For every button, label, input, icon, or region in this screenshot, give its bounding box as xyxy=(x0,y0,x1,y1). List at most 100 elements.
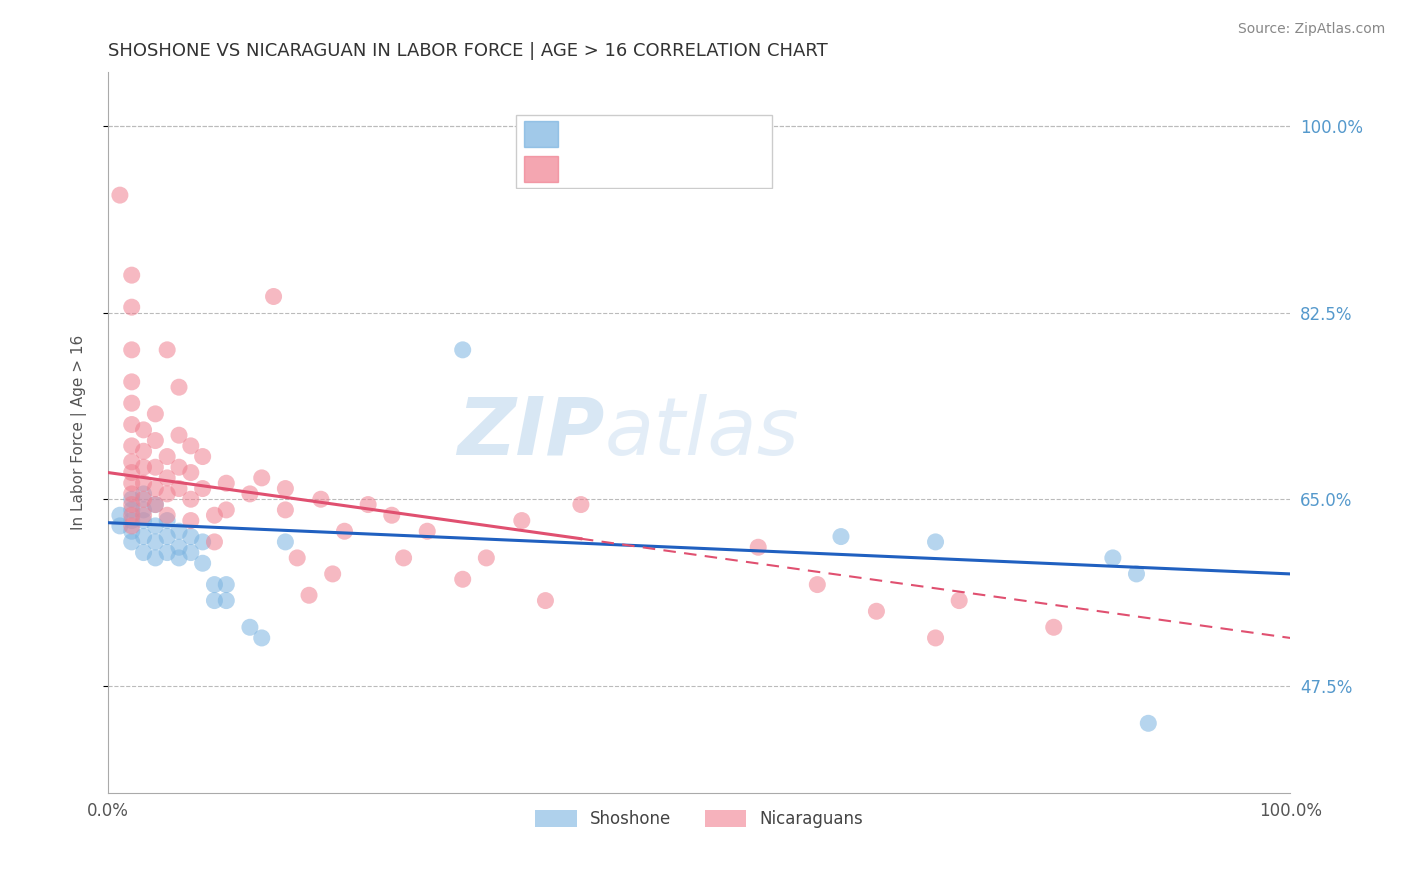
Y-axis label: In Labor Force | Age > 16: In Labor Force | Age > 16 xyxy=(72,334,87,530)
Point xyxy=(865,604,887,618)
FancyBboxPatch shape xyxy=(516,115,772,188)
Point xyxy=(239,487,262,501)
Point xyxy=(132,460,155,475)
Point xyxy=(298,588,321,602)
Point xyxy=(180,466,202,480)
Point xyxy=(180,514,202,528)
Point xyxy=(132,492,155,507)
Point xyxy=(121,514,143,528)
Point xyxy=(121,498,143,512)
Text: atlas: atlas xyxy=(605,393,799,472)
Point xyxy=(121,300,143,314)
Point xyxy=(1137,716,1160,731)
Point xyxy=(274,535,297,549)
Legend: Shoshone, Nicaraguans: Shoshone, Nicaraguans xyxy=(529,803,870,835)
Point xyxy=(121,466,143,480)
Point xyxy=(121,503,143,517)
Point xyxy=(1101,550,1123,565)
Point xyxy=(215,503,238,517)
Point xyxy=(569,498,592,512)
Point xyxy=(180,545,202,559)
Point xyxy=(167,428,190,442)
Text: N = 71: N = 71 xyxy=(683,160,751,178)
Point xyxy=(180,530,202,544)
Point xyxy=(121,268,143,282)
Text: R = -0.092: R = -0.092 xyxy=(568,125,673,144)
Point xyxy=(924,631,946,645)
Point xyxy=(274,482,297,496)
Point xyxy=(156,471,179,485)
Point xyxy=(309,492,332,507)
Point xyxy=(167,460,190,475)
Point xyxy=(143,519,166,533)
Point xyxy=(132,508,155,523)
Point xyxy=(806,577,828,591)
Point xyxy=(143,550,166,565)
Point xyxy=(250,471,273,485)
Point xyxy=(948,593,970,607)
Point xyxy=(830,530,852,544)
Point xyxy=(204,593,226,607)
Point xyxy=(143,498,166,512)
Point xyxy=(132,514,155,528)
Point xyxy=(250,631,273,645)
Point xyxy=(156,545,179,559)
Text: ZIP: ZIP xyxy=(457,393,605,472)
Text: SHOSHONE VS NICARAGUAN IN LABOR FORCE | AGE > 16 CORRELATION CHART: SHOSHONE VS NICARAGUAN IN LABOR FORCE | … xyxy=(108,42,828,60)
Point xyxy=(167,380,190,394)
Point xyxy=(108,519,131,533)
Point xyxy=(167,541,190,555)
Text: Source: ZipAtlas.com: Source: ZipAtlas.com xyxy=(1237,22,1385,37)
Point xyxy=(534,593,557,607)
Point xyxy=(132,487,155,501)
Point xyxy=(121,375,143,389)
Point xyxy=(108,188,131,202)
Point xyxy=(167,524,190,539)
Point xyxy=(215,476,238,491)
Point xyxy=(121,476,143,491)
Text: N = 39: N = 39 xyxy=(683,125,751,144)
Point xyxy=(204,508,226,523)
Point xyxy=(121,492,143,507)
Point xyxy=(263,289,285,303)
Point xyxy=(143,498,166,512)
Point xyxy=(132,444,155,458)
Point xyxy=(121,455,143,469)
Point xyxy=(132,545,155,559)
Point xyxy=(143,482,166,496)
Point xyxy=(108,508,131,523)
Point xyxy=(204,577,226,591)
Point xyxy=(357,498,380,512)
Point xyxy=(204,535,226,549)
Point xyxy=(143,434,166,448)
Point xyxy=(191,556,214,570)
Point xyxy=(239,620,262,634)
Point xyxy=(132,503,155,517)
Point xyxy=(180,439,202,453)
Point xyxy=(156,508,179,523)
Point xyxy=(381,508,404,523)
Point xyxy=(451,572,474,586)
Point xyxy=(285,550,308,565)
Point xyxy=(156,343,179,357)
Point xyxy=(180,492,202,507)
Point xyxy=(322,566,344,581)
Point xyxy=(143,407,166,421)
Point xyxy=(510,514,533,528)
FancyBboxPatch shape xyxy=(524,156,558,182)
Point xyxy=(167,550,190,565)
Point xyxy=(132,530,155,544)
Text: R =  -0.162: R = -0.162 xyxy=(568,160,681,178)
Point xyxy=(747,541,769,555)
Point xyxy=(392,550,415,565)
Point xyxy=(156,530,179,544)
Point xyxy=(121,508,143,523)
Point xyxy=(215,577,238,591)
Point xyxy=(167,482,190,496)
Point xyxy=(1125,566,1147,581)
Point xyxy=(143,535,166,549)
Point xyxy=(1042,620,1064,634)
Point xyxy=(924,535,946,549)
Point xyxy=(132,476,155,491)
Point xyxy=(156,450,179,464)
